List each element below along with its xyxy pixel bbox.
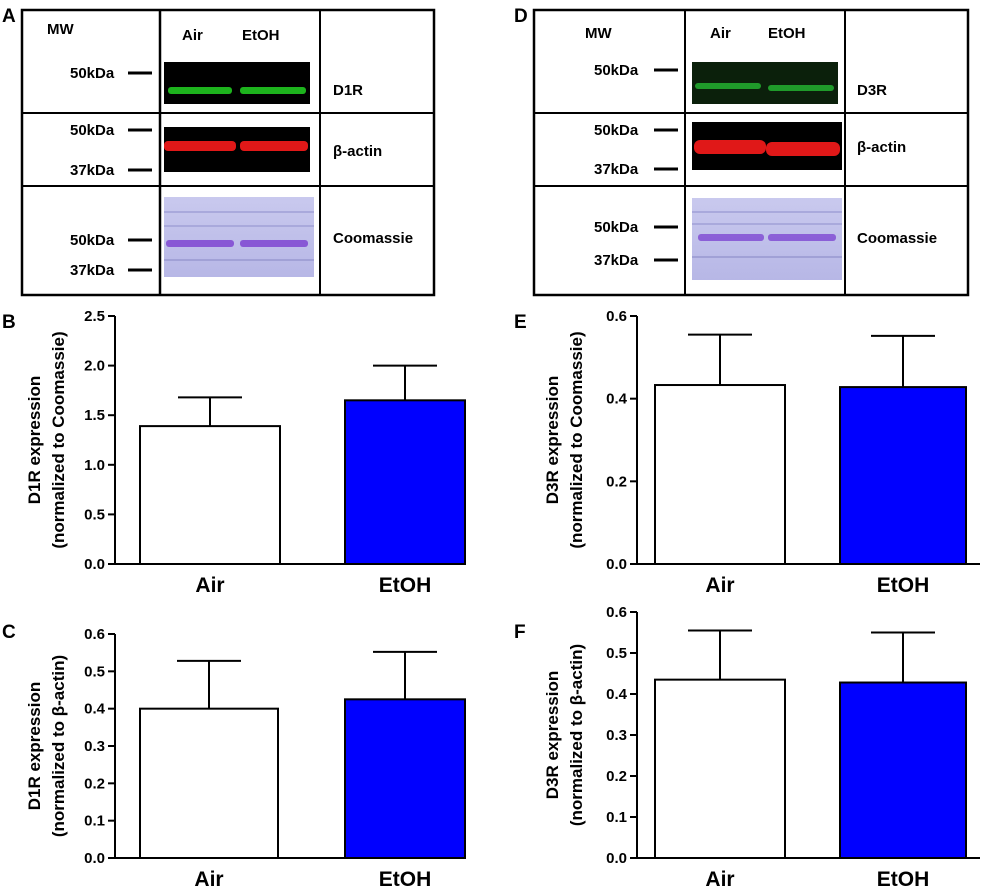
y-tick-label: 0.1 (84, 813, 105, 830)
y-axis-label: (normalized to β-actin) (567, 644, 586, 826)
panel-letter-e: E (514, 312, 527, 333)
d1r-band-etoh (240, 87, 306, 94)
marker-50kda: 50kDa (594, 62, 639, 79)
y-axis-label: D1R expression (25, 682, 44, 811)
bar-air (139, 707, 279, 860)
row-label-d3r: D3R (857, 82, 887, 99)
coomassie-band-etoh (768, 234, 836, 241)
y-tick-label: 1.0 (84, 457, 105, 474)
blot-frame (532, 8, 970, 297)
row-label-actin: β-actin (857, 139, 906, 156)
coomassie-band-etoh (240, 240, 308, 247)
y-axis-label: D3R expression (543, 671, 562, 800)
y-tick-label: 0.2 (606, 768, 627, 785)
y-tick-label: 0.4 (84, 701, 106, 718)
row-label-actin: β-actin (333, 143, 382, 160)
panel-letter-c: C (2, 622, 16, 643)
bar-etoh (344, 399, 466, 565)
bar-chart-e: 0.0 0.2 0.4 0.6 D3R expression (normalized to… (543, 308, 980, 597)
bar-chart-c: 0.0 0.1 0.2 0.3 0.4 0.5 0.6 D1R expression (norm… (25, 626, 466, 891)
y-tick-label: 0.5 (84, 506, 105, 523)
category-label: Air (705, 574, 734, 597)
y-tick-label: 0.6 (606, 308, 627, 325)
y-tick-label: 0.0 (606, 556, 627, 573)
y-tick-label: 0.6 (84, 626, 105, 643)
y-tick-label: 0.2 (84, 775, 105, 792)
y-axis-label: (normalized to β-actin) (49, 655, 68, 837)
y-tick-label: 0.5 (606, 645, 627, 662)
actin-band-air (164, 141, 236, 151)
panel-letter-d: D (514, 6, 528, 27)
bar-etoh (839, 386, 967, 565)
marker-37kda: 37kDa (594, 252, 639, 269)
y-axis-label: (normalized to Coomassie) (49, 331, 68, 548)
y-tick-label: 0.6 (606, 604, 627, 621)
row-label-coomassie: Coomassie (857, 230, 937, 247)
marker-37kda: 37kDa (70, 262, 115, 279)
actin-band-air (694, 140, 766, 154)
category-label: EtOH (379, 868, 432, 891)
coomassie-band-air (698, 234, 764, 241)
coomassie-gel-image (164, 197, 314, 277)
y-tick-label: 1.5 (84, 407, 105, 424)
y-axis-label: (normalized to Coomassie) (567, 331, 586, 548)
bar-air (139, 425, 281, 565)
row-label-d1r: D1R (333, 82, 363, 99)
category-label: Air (705, 868, 734, 891)
panel-letter-f: F (514, 622, 526, 643)
blot-frame (20, 8, 436, 297)
actin-band-etoh (766, 142, 840, 156)
y-axis-label: D1R expression (25, 376, 44, 505)
y-tick-label: 2.5 (84, 308, 105, 325)
panel-letter-a: A (2, 6, 16, 27)
bar-air (654, 384, 786, 565)
y-axis-label: D3R expression (543, 376, 562, 505)
y-tick-label: 0.0 (606, 850, 627, 867)
bar-etoh (839, 681, 967, 860)
d3r-band-etoh (768, 85, 834, 91)
y-tick-label: 0.4 (606, 686, 628, 703)
coomassie-band-air (166, 240, 234, 247)
western-blot-a: MW Air EtOH 50kDa D1R 50kDa 37kDa β-acti… (20, 8, 436, 297)
d1r-blot-image (164, 62, 310, 104)
marker-50kda: 50kDa (594, 122, 639, 139)
actin-band-etoh (240, 141, 308, 151)
d3r-band-air (695, 83, 761, 89)
mw-header: MW (585, 25, 612, 42)
category-label: EtOH (877, 574, 930, 597)
y-tick-label: 0.3 (606, 727, 627, 744)
lane-label-air: Air (710, 25, 731, 42)
marker-50kda: 50kDa (594, 219, 639, 236)
marker-37kda: 37kDa (70, 162, 115, 179)
d1r-band-air (168, 87, 232, 94)
lane-label-air: Air (182, 27, 203, 44)
y-tick-label: 0.0 (84, 850, 105, 867)
category-label: Air (195, 574, 224, 597)
y-tick-label: 0.5 (84, 663, 105, 680)
mw-header: MW (47, 21, 74, 38)
marker-50kda: 50kDa (70, 122, 115, 139)
category-label: EtOH (379, 574, 432, 597)
y-tick-label: 0.0 (84, 556, 105, 573)
bar-etoh (344, 698, 466, 859)
category-label: Air (194, 868, 223, 891)
marker-37kda: 37kDa (594, 161, 639, 178)
lane-label-etoh: EtOH (242, 27, 280, 44)
y-tick-label: 0.3 (84, 738, 105, 755)
bar-chart-f: 0.0 0.1 0.2 0.3 0.4 0.5 0.6 D3R expression (norm… (543, 604, 980, 891)
panel-letter-b: B (2, 312, 16, 333)
marker-50kda: 50kDa (70, 65, 115, 82)
bar-chart-b: 0.0 0.5 1.0 1.5 2.0 2.5 D1R expression (normali… (25, 308, 466, 597)
y-tick-label: 0.1 (606, 809, 627, 826)
marker-50kda: 50kDa (70, 232, 115, 249)
bar-air (654, 678, 786, 860)
western-blot-d: MW Air EtOH 50kDa D3R 50kDa 37kDa β-acti… (532, 8, 970, 297)
row-label-coomassie: Coomassie (333, 230, 413, 247)
category-label: EtOH (877, 868, 930, 891)
lane-label-etoh: EtOH (768, 25, 806, 42)
y-tick-label: 0.2 (606, 473, 627, 490)
y-tick-label: 0.4 (606, 391, 628, 408)
y-tick-label: 2.0 (84, 358, 105, 375)
